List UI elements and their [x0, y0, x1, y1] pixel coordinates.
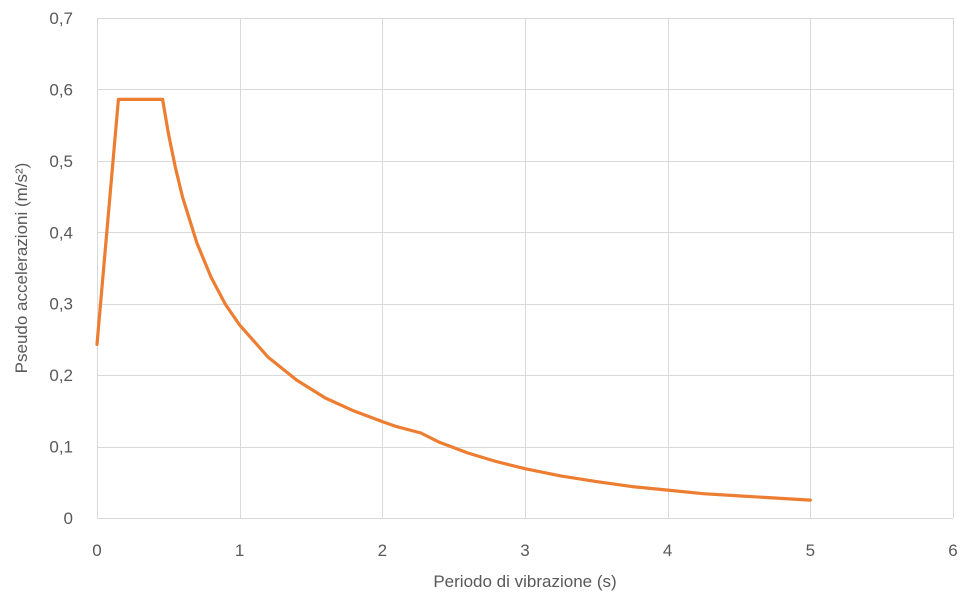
y-tick-label: 0,7 [49, 9, 73, 28]
x-tick-label: 4 [663, 541, 672, 560]
y-tick-label: 0,1 [49, 438, 73, 457]
x-tick-label: 3 [520, 541, 529, 560]
y-axis-title: Pseudo accelerazioni (m/s²) [12, 163, 31, 374]
x-tick-label: 6 [948, 541, 957, 560]
tick-labels: 0 0,1 0,2 0,3 0,4 0,5 0,6 0,7 0 1 2 3 4 5 6 [49, 9, 957, 560]
x-tick-label: 2 [378, 541, 387, 560]
y-tick-label: 0,3 [49, 295, 73, 314]
x-tick-label: 5 [806, 541, 815, 560]
y-tick-label: 0,5 [49, 152, 73, 171]
y-tick-label: 0 [64, 509, 73, 528]
grid [97, 18, 954, 518]
axes [97, 18, 953, 519]
y-tick-label: 0,6 [49, 80, 73, 99]
y-tick-label: 0,4 [49, 223, 73, 242]
series-line [95, 97, 812, 502]
series-group [95, 97, 812, 502]
x-tick-label: 0 [92, 541, 101, 560]
x-axis-title: Periodo di vibrazione (s) [433, 572, 616, 591]
y-tick-label: 0,2 [49, 366, 73, 385]
x-tick-label: 1 [235, 541, 244, 560]
